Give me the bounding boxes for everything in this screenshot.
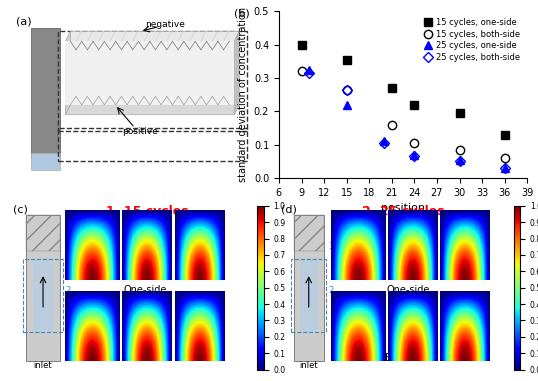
Text: 2: 2 xyxy=(66,287,70,295)
25 cycles, both-side xyxy=(343,87,350,92)
Text: One-side: One-side xyxy=(386,285,430,295)
Text: One-side: One-side xyxy=(123,285,167,295)
25 cycles, one-side xyxy=(343,102,350,107)
Polygon shape xyxy=(66,42,234,105)
25 cycles, both-side xyxy=(306,71,312,75)
Text: (b): (b) xyxy=(234,8,250,18)
Bar xyxy=(31,153,60,170)
Bar xyxy=(23,259,63,332)
Bar xyxy=(33,259,53,332)
Polygon shape xyxy=(66,31,70,115)
Y-axis label: standard deviation of concentration: standard deviation of concentration xyxy=(238,7,248,182)
Bar xyxy=(26,215,60,361)
Bar xyxy=(294,215,324,361)
15 cycles, both-side xyxy=(501,156,508,160)
Legend: 15 cycles, one-side, 15 cycles, both-side, 25 cycles, one-side, 25 cycles, both-: 15 cycles, one-side, 15 cycles, both-sid… xyxy=(421,16,523,64)
Bar xyxy=(58,128,246,161)
Text: (d): (d) xyxy=(281,205,298,215)
Text: negative: negative xyxy=(145,20,185,29)
25 cycles, both-side xyxy=(381,141,387,145)
Text: 2: 2 xyxy=(329,287,334,295)
25 cycles, one-side xyxy=(306,67,312,72)
25 cycles, both-side xyxy=(501,166,508,170)
15 cycles, one-side xyxy=(501,133,508,137)
Bar xyxy=(292,259,326,332)
Bar xyxy=(31,28,60,158)
Text: 1. 15 cycles: 1. 15 cycles xyxy=(106,205,189,218)
Text: (a): (a) xyxy=(16,16,31,26)
15 cycles, both-side xyxy=(388,122,395,127)
25 cycles, both-side xyxy=(411,154,417,158)
15 cycles, both-side xyxy=(411,141,417,145)
Text: Both-side: Both-side xyxy=(122,353,168,363)
Text: Both-side: Both-side xyxy=(385,353,431,363)
Bar xyxy=(294,215,324,251)
Polygon shape xyxy=(66,105,239,115)
25 cycles, both-side xyxy=(456,159,463,163)
15 cycles, one-side xyxy=(411,102,417,107)
Text: 3: 3 xyxy=(66,242,71,251)
Text: 2. 25 cycles: 2. 25 cycles xyxy=(362,205,444,218)
Polygon shape xyxy=(66,31,239,42)
Text: 1: 1 xyxy=(329,320,334,329)
15 cycles, one-side xyxy=(456,111,463,115)
25 cycles, one-side xyxy=(411,152,417,157)
25 cycles, one-side xyxy=(501,166,508,170)
Text: (c): (c) xyxy=(13,205,28,215)
Line: 25 cycles, one-side: 25 cycles, one-side xyxy=(305,66,509,172)
Text: 1: 1 xyxy=(66,320,70,329)
Text: inlet: inlet xyxy=(34,361,52,370)
X-axis label: position: position xyxy=(381,203,425,213)
15 cycles, one-side xyxy=(388,86,395,90)
15 cycles, one-side xyxy=(343,58,350,62)
Line: 15 cycles, one-side: 15 cycles, one-side xyxy=(298,41,509,139)
Text: 3: 3 xyxy=(329,242,334,251)
Line: 25 cycles, both-side: 25 cycles, both-side xyxy=(306,70,508,171)
Text: positive: positive xyxy=(122,127,158,136)
Line: 15 cycles, both-side: 15 cycles, both-side xyxy=(298,67,509,162)
15 cycles, one-side xyxy=(298,42,305,47)
15 cycles, both-side xyxy=(456,147,463,152)
Bar xyxy=(300,259,317,332)
25 cycles, one-side xyxy=(456,157,463,162)
Bar xyxy=(26,215,60,251)
Polygon shape xyxy=(234,31,239,115)
Bar xyxy=(58,31,246,131)
25 cycles, one-side xyxy=(381,139,387,144)
Text: inlet: inlet xyxy=(300,361,318,370)
15 cycles, both-side xyxy=(298,69,305,74)
15 cycles, both-side xyxy=(343,87,350,92)
